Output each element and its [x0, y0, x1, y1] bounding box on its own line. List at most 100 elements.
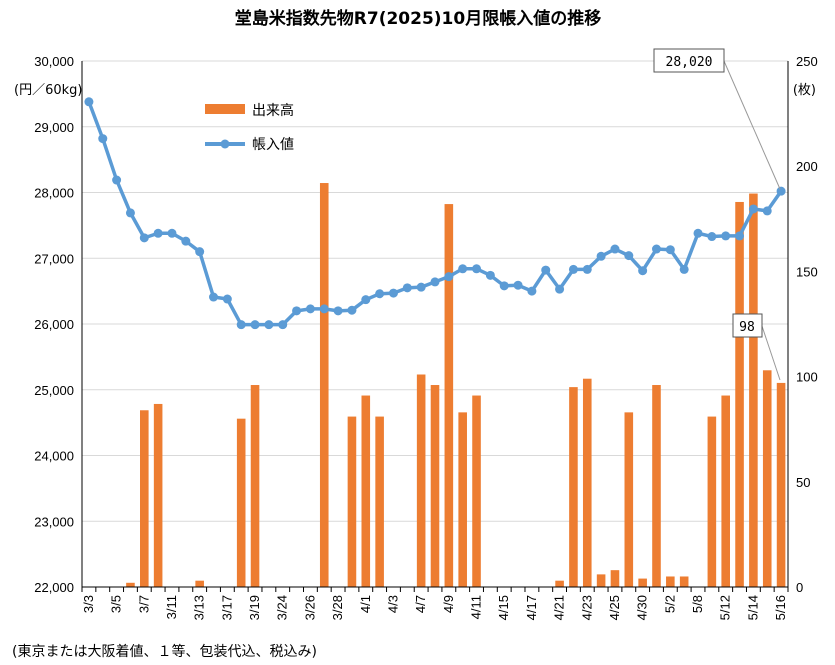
chart-title: 堂島米指数先物R7(2025)10月限帳入値の推移 — [235, 8, 601, 29]
price-point — [582, 264, 592, 274]
volume-bar — [195, 580, 204, 587]
x-tick-label: 4/30 — [635, 595, 650, 620]
price-point — [776, 186, 786, 196]
right-tick-label: 50 — [796, 475, 810, 490]
x-tick-label: 4/23 — [579, 595, 594, 620]
volume-bar — [126, 582, 135, 587]
price-point — [458, 264, 468, 274]
price-point — [167, 228, 177, 238]
x-tick-label: 3/26 — [302, 595, 317, 620]
price-point — [236, 320, 246, 330]
price-point — [375, 289, 385, 299]
price-point — [264, 320, 274, 330]
volume-bar — [679, 576, 689, 587]
left-tick-label: 23,000 — [34, 514, 74, 529]
price-point — [499, 281, 509, 291]
price-point — [333, 306, 343, 316]
volume-bar — [236, 418, 246, 587]
price-point — [112, 175, 122, 185]
left-tick-label: 26,000 — [34, 317, 74, 332]
price-point — [596, 251, 606, 261]
left-tick-label: 24,000 — [34, 449, 74, 464]
price-point — [541, 265, 551, 275]
volume-bar — [430, 385, 440, 587]
price-point — [125, 208, 135, 218]
x-tick-label: 3/28 — [330, 595, 345, 620]
volume-bar — [707, 416, 717, 587]
price-point — [388, 288, 398, 298]
volume-bar — [624, 412, 634, 587]
volume-callout-label: 98 — [739, 320, 755, 335]
price-point — [278, 320, 288, 330]
volume-bar — [416, 374, 426, 587]
price-callout-leader — [723, 60, 781, 190]
x-tick-label: 4/1 — [358, 595, 373, 613]
right-tick-label: 150 — [796, 264, 818, 279]
volume-bar — [569, 387, 578, 587]
x-tick-label: 3/3 — [81, 595, 96, 613]
price-point — [472, 264, 482, 274]
left-tick-label: 22,000 — [34, 580, 74, 595]
left-tick-label: 28,000 — [34, 186, 74, 201]
price-point — [444, 272, 454, 282]
legend: 出来高 帳入値 — [205, 102, 294, 153]
price-point — [651, 244, 661, 254]
left-axis-unit: (円／60kg) — [14, 83, 82, 98]
volume-bar — [582, 378, 592, 587]
volume-bar — [153, 403, 163, 587]
x-tick-label: 4/25 — [607, 595, 622, 620]
price-point — [209, 292, 219, 302]
price-point — [527, 286, 537, 296]
volume-bar — [555, 580, 564, 587]
volume-bar — [361, 395, 371, 587]
right-tick-label: 200 — [796, 159, 818, 174]
price-callout-label: 28,020 — [666, 55, 713, 70]
price-point — [721, 231, 731, 241]
volume-bar — [721, 395, 730, 587]
price-point — [568, 264, 578, 274]
x-tick-label: 5/14 — [745, 595, 760, 620]
left-tick-label: 27,000 — [34, 251, 74, 266]
x-tick-label: 5/12 — [718, 595, 733, 620]
volume-bar — [375, 416, 384, 587]
volume-bar — [666, 576, 675, 587]
price-point — [139, 233, 149, 243]
price-callout-box — [653, 48, 725, 73]
price-point — [84, 97, 94, 107]
price-point — [679, 264, 689, 274]
x-tick-label: 4/21 — [552, 595, 567, 620]
volume-bar — [735, 201, 744, 587]
volume-bar — [140, 410, 149, 587]
price-point — [610, 244, 620, 254]
volume-bar — [458, 412, 467, 587]
volume-bar — [472, 395, 481, 587]
left-tick-label: 25,000 — [34, 383, 74, 398]
price-callout: 28,020 — [653, 48, 781, 190]
axes: 22,000 23,000 24,000 25,000 26,000 27,000 28,0… — [34, 54, 817, 620]
price-point — [624, 251, 634, 261]
price-point — [748, 204, 758, 214]
x-tick-label: 3/17 — [219, 595, 234, 620]
x-tick-label: 3/5 — [109, 595, 124, 613]
legend-line-label: 帳入値 — [252, 137, 294, 153]
volume-bar — [762, 370, 772, 587]
price-line — [84, 97, 786, 330]
price-point — [513, 280, 523, 290]
price-point — [222, 294, 232, 304]
price-point — [555, 284, 565, 294]
volume-bar — [638, 578, 647, 587]
price-point — [762, 206, 772, 216]
volume-bar — [347, 416, 357, 587]
price-point — [98, 134, 108, 144]
price-point — [693, 228, 703, 238]
x-tick-label: 4/15 — [496, 595, 511, 620]
volume-bar — [444, 204, 454, 587]
x-tick-label: 3/11 — [164, 595, 179, 619]
legend-bar-swatch — [205, 104, 245, 114]
price-point — [485, 270, 495, 280]
price-point — [319, 304, 329, 314]
x-tick-label: 3/13 — [192, 595, 207, 620]
price-point — [735, 231, 745, 241]
